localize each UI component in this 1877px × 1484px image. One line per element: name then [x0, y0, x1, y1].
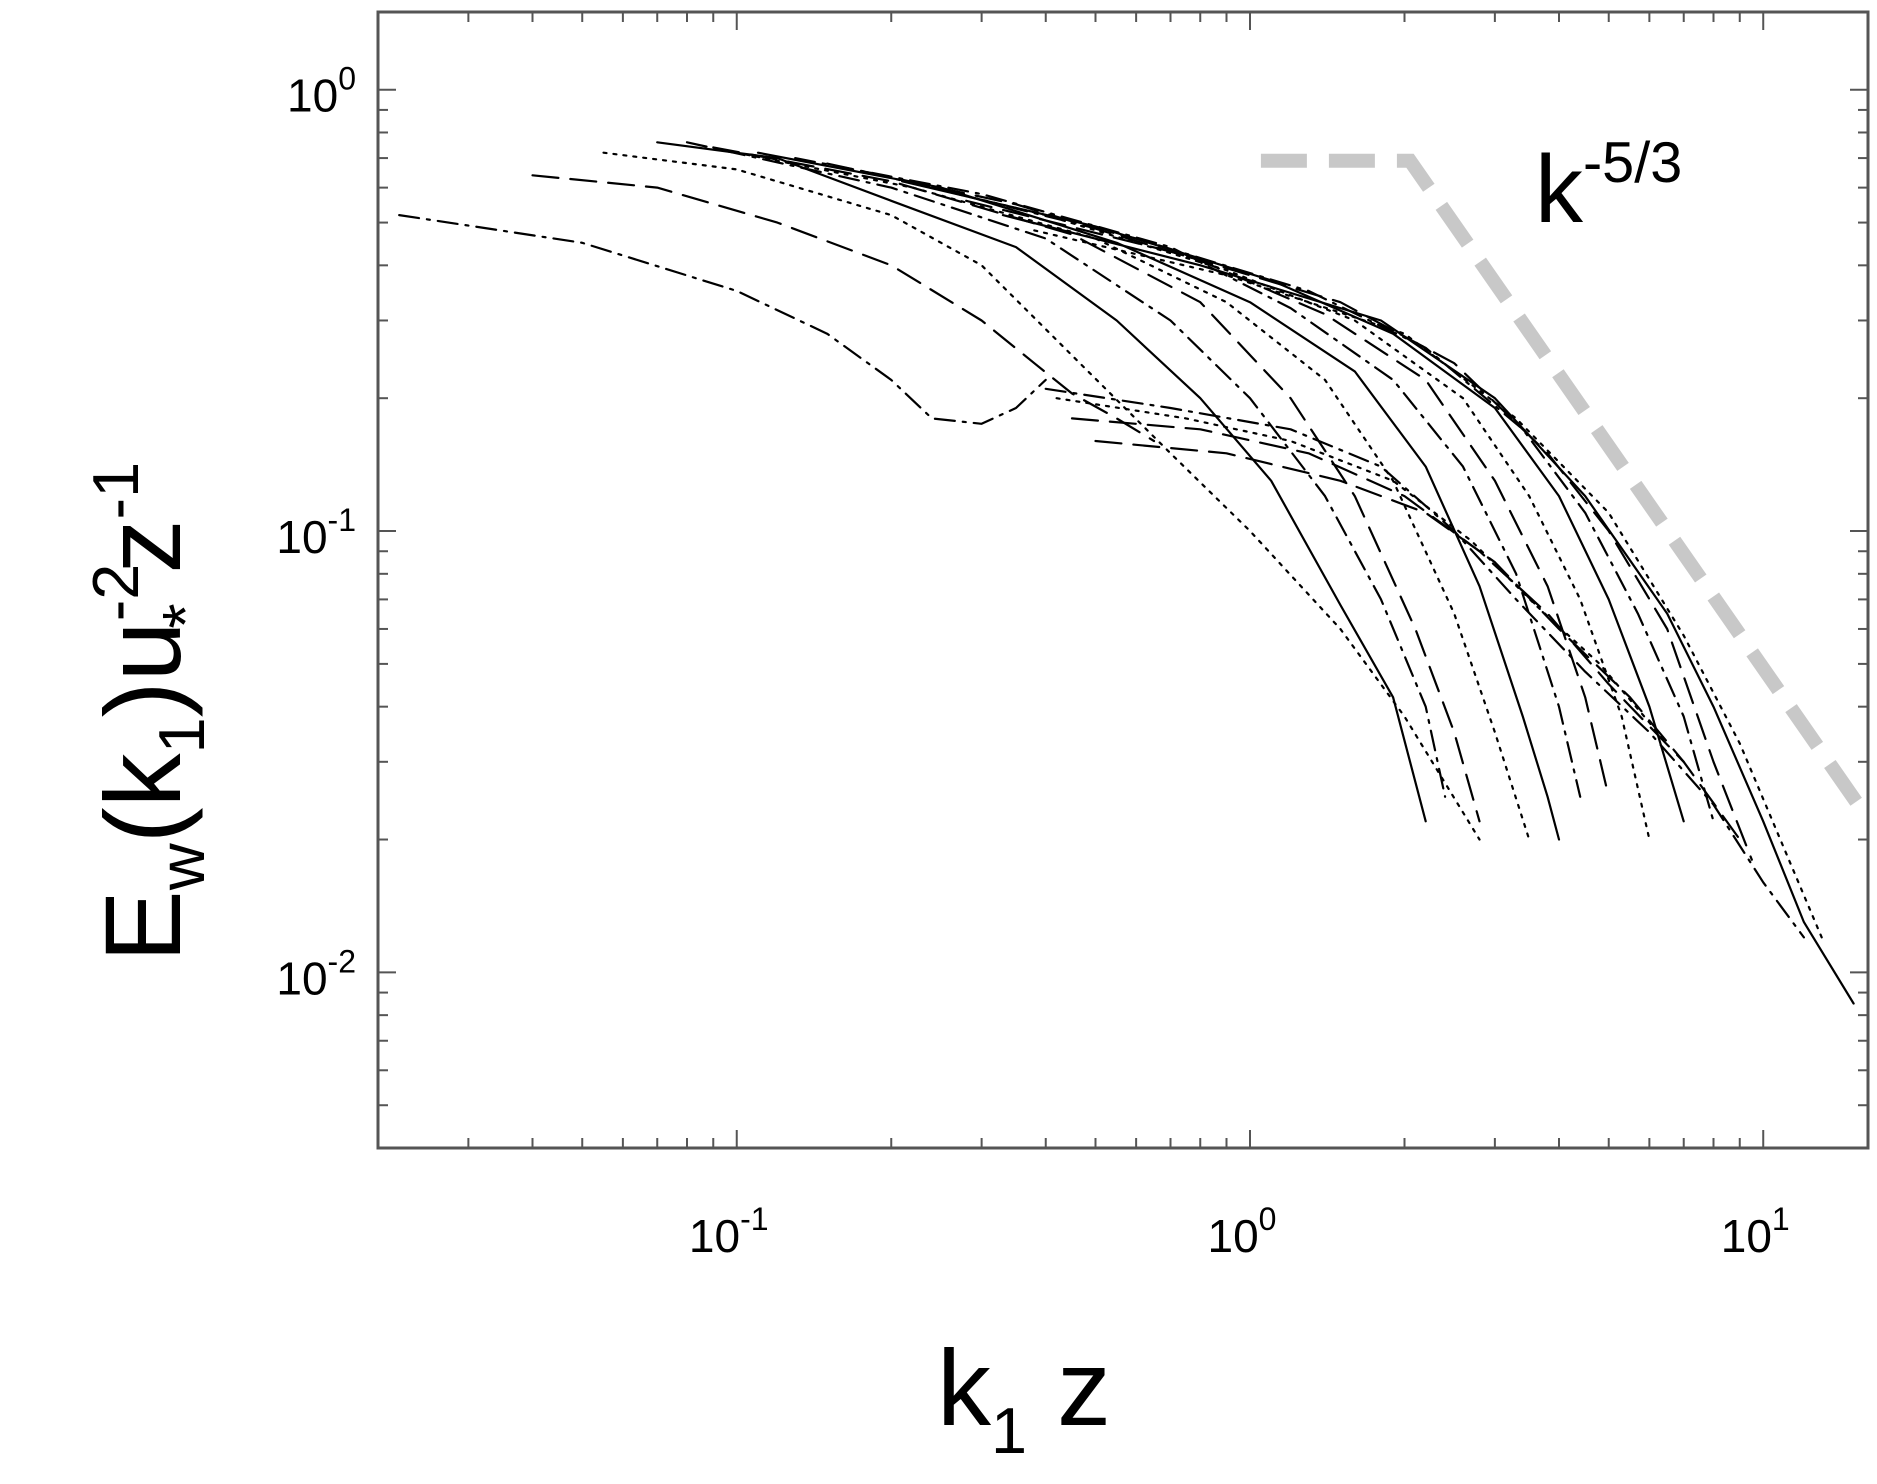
series-line-10 [825, 162, 1610, 798]
y-tick-label-2-exponent: -1 [328, 502, 356, 538]
series-group [398, 141, 1855, 1005]
x-axis-title: k1 z [937, 1327, 1111, 1467]
series-line-17 [1044, 387, 1806, 939]
y-tick-label-1-base: 10 [287, 70, 338, 122]
y-axis-title-p1-sub: w [145, 843, 218, 891]
y-axis-title-p3-sup: -2 [79, 564, 152, 622]
y-tick-label-3-base: 10 [276, 952, 327, 1004]
series-line-5 [685, 141, 1447, 798]
y-tick-label-2-base: 10 [276, 511, 327, 563]
x-tick-label-3: 101 [1721, 1201, 1790, 1262]
x-tick-labels: 10-1 100 101 [689, 1201, 1790, 1262]
y-axis-title-p1: E [82, 890, 203, 962]
reference-slope-line [1260, 153, 1874, 823]
y-axis-title-p2: (k [82, 752, 203, 843]
x-axis-title-subscript: 1 [991, 1394, 1027, 1467]
plot-frame [376, 10, 1870, 1150]
x-tick-label-3-exponent: 1 [1772, 1201, 1790, 1237]
series-line-13 [930, 186, 1715, 823]
y-tick-label-3: 10-2 [276, 943, 356, 1004]
x-axis-title-base: k [937, 1327, 992, 1448]
series-line-16 [1033, 229, 1823, 939]
y-axis-title-p4: z [82, 519, 203, 603]
series-line-4 [656, 141, 1427, 823]
x-tick-label-2-exponent: 0 [1259, 1201, 1277, 1237]
axes-group [376, 10, 1870, 1150]
x-tick-label-1-base: 10 [689, 1210, 740, 1262]
y-tick-label-1-exponent: 0 [338, 61, 356, 97]
series-line-19 [1055, 397, 1669, 745]
y-tick-label-1: 100 [287, 61, 356, 122]
series-line-12 [900, 180, 1685, 823]
y-tick-label-3-exponent: -2 [328, 943, 356, 979]
series-line-8 [756, 151, 1561, 841]
series-line-7 [735, 151, 1531, 841]
y-axis-title-p2-sub: 1 [145, 717, 218, 753]
y-axis-title: Ew(k1)u-2* z-1 [79, 462, 222, 962]
y-axis-title-p3: )u [82, 621, 203, 717]
series-line-2 [531, 174, 1156, 443]
x-tick-label-1-exponent: -1 [740, 1201, 768, 1237]
reference-slope-label-base: k [1535, 136, 1584, 243]
x-tick-label-3-base: 10 [1721, 1210, 1772, 1262]
y-axis-title-p3-sub: * [149, 603, 222, 628]
x-tick-label-2: 100 [1208, 1201, 1277, 1262]
series-line-14 [965, 199, 1753, 861]
y-axis-title-p4-sup: -1 [79, 462, 152, 520]
series-line-1 [398, 214, 1047, 425]
reference-slope-label-exponent: -5/3 [1583, 131, 1682, 195]
series-line-20 [1094, 439, 1685, 763]
y-tick-label-2: 10-1 [276, 502, 356, 563]
reference-slope-group [1260, 153, 1874, 823]
series-line-15 [1001, 214, 1855, 1005]
x-tick-label-1: 10-1 [689, 1201, 769, 1262]
series-line-3 [602, 151, 1481, 841]
reference-slope-label: k-5/3 [1535, 131, 1682, 243]
x-tick-label-2-base: 10 [1208, 1210, 1259, 1262]
x-axis-title-rest: z [1027, 1327, 1111, 1448]
